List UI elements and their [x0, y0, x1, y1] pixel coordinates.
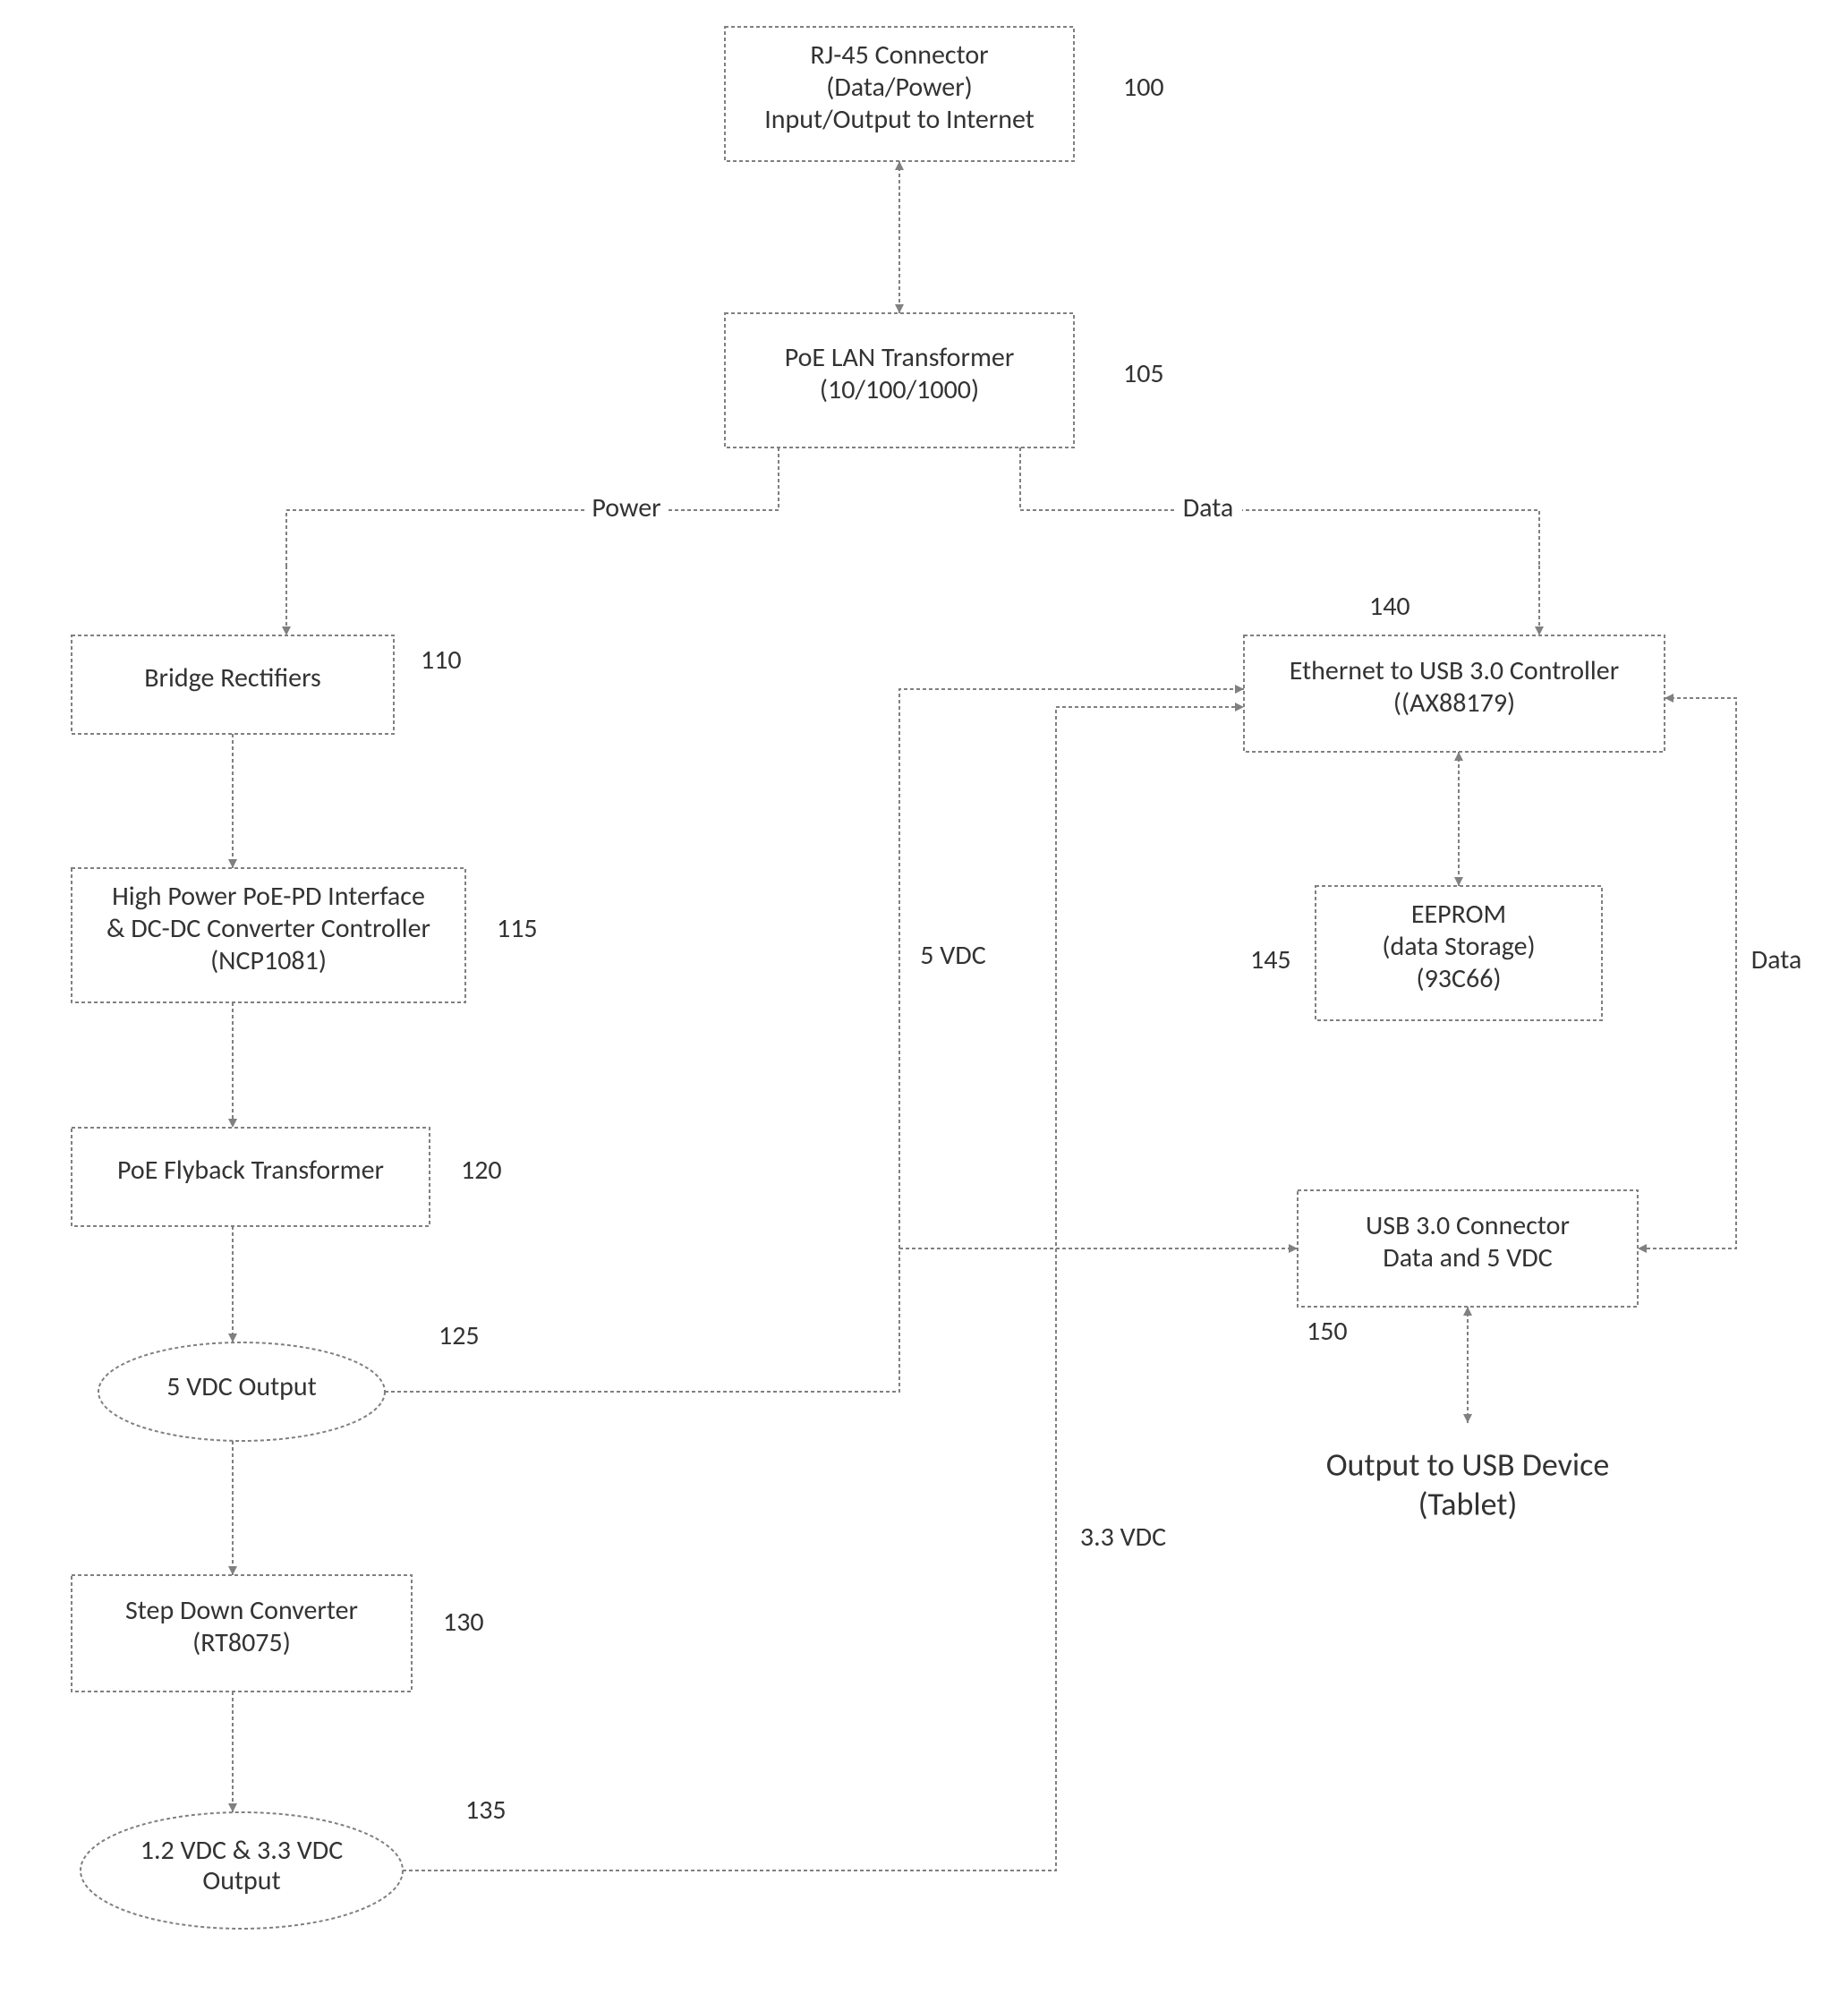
- reference-number: 115: [497, 912, 538, 945]
- edge-label: 5 VDC: [920, 939, 985, 972]
- node-text: & DC-DC Converter Controller: [106, 912, 430, 945]
- reference-number: 120: [461, 1154, 502, 1187]
- node-text: RJ-45 Connector: [810, 38, 988, 72]
- node-text: Step Down Converter: [125, 1594, 358, 1627]
- node-text: (data Storage): [1382, 930, 1535, 963]
- node-text: Output: [202, 1864, 280, 1897]
- node-text: EEPROM: [1411, 898, 1506, 931]
- reference-number: 140: [1369, 590, 1410, 623]
- node-text: (NCP1081): [210, 944, 327, 977]
- reference-number: 100: [1123, 71, 1164, 104]
- block-diagram: Power Data 5 VDC 3.3 VDC Data RJ-45 Connector…: [0, 0, 1848, 1994]
- node-text: Input/Output to Internet: [764, 103, 1035, 136]
- output-label: (Tablet): [1418, 1485, 1518, 1524]
- reference-number: 135: [465, 1794, 507, 1827]
- node-n125: 5 VDC Output 125: [98, 1319, 480, 1441]
- node-text: 1.2 VDC & 3.3 VDC: [141, 1834, 344, 1867]
- node-text: 5 VDC Output: [166, 1370, 317, 1403]
- node-n110: Bridge Rectifiers 110: [72, 635, 462, 734]
- node-text: ((AX88179): [1393, 686, 1515, 720]
- edge-label: Data: [1183, 491, 1234, 524]
- node-text: Ethernet to USB 3.0 Controller: [1290, 654, 1619, 687]
- node-text: (10/100/1000): [820, 373, 979, 406]
- node-text: PoE LAN Transformer: [785, 341, 1015, 374]
- edge-e105_split: [286, 447, 779, 566]
- node-text: Bridge Rectifiers: [144, 661, 321, 694]
- node-text: (RT8075): [192, 1626, 291, 1659]
- node-n150: USB 3.0 ConnectorData and 5 VDC 150: [1298, 1190, 1638, 1348]
- edge-e135_140: [403, 707, 1244, 1870]
- output-label: Output to USB Device: [1326, 1445, 1610, 1485]
- edge-e125_140: [385, 689, 1244, 1392]
- edge-label: Power: [592, 491, 660, 524]
- node-n100: RJ-45 Connector(Data/Power)Input/Output …: [725, 27, 1164, 161]
- node-n130: Step Down Converter(RT8075) 130: [72, 1575, 484, 1691]
- node-text: (93C66): [1416, 962, 1501, 995]
- node-text: Data and 5 VDC: [1383, 1241, 1553, 1274]
- node-text: USB 3.0 Connector: [1366, 1209, 1570, 1242]
- edge-label: Data: [1751, 943, 1802, 976]
- node-n140: Ethernet to USB 3.0 Controller((AX88179)…: [1244, 590, 1665, 752]
- edge-label: 3.3 VDC: [1080, 1521, 1166, 1554]
- node-text: (Data/Power): [826, 71, 973, 104]
- node-n135: 1.2 VDC & 3.3 VDCOutput 135: [81, 1794, 507, 1929]
- reference-number: 125: [439, 1319, 480, 1352]
- node-text: High Power PoE-PD Interface: [112, 880, 425, 913]
- reference-number: 145: [1250, 943, 1291, 976]
- edge-e140_150: [1638, 698, 1736, 1248]
- reference-number: 130: [443, 1606, 484, 1639]
- edge-e105_data: [1020, 447, 1539, 566]
- reference-number: 150: [1307, 1315, 1348, 1348]
- node-text: PoE Flyback Transformer: [117, 1154, 384, 1187]
- node-n145: EEPROM(data Storage)(93C66) 145: [1250, 886, 1602, 1020]
- node-n115: High Power PoE-PD Interface& DC-DC Conve…: [72, 868, 538, 1002]
- node-n120: PoE Flyback Transformer 120: [72, 1128, 502, 1226]
- node-n105: PoE LAN Transformer(10/100/1000) 105: [725, 313, 1164, 447]
- reference-number: 105: [1123, 357, 1164, 390]
- reference-number: 110: [421, 643, 462, 677]
